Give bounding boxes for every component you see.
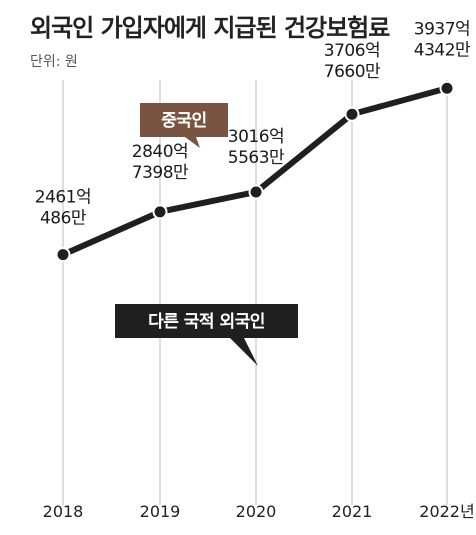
- series-tag-label: 다른 국적 외국인: [148, 312, 265, 332]
- series-tag-label: 중국인: [161, 111, 206, 131]
- data-label: 3016억: [228, 127, 284, 147]
- data-label: 2840억: [132, 142, 188, 162]
- series-tag-pointer: [230, 338, 258, 366]
- data-label: 5563만: [228, 148, 285, 168]
- data-point: [55, 247, 71, 263]
- x-tick-label: 2021: [332, 502, 373, 521]
- x-tick-label: 2020: [236, 502, 277, 521]
- series-tag: 다른 국적 외국인: [115, 304, 298, 366]
- data-label: 2461억: [35, 188, 91, 208]
- chart-title: 외국인 가입자에게 지급된 건강보험료: [30, 14, 390, 42]
- grid-lines: [62, 80, 448, 505]
- series-tag-bg: [115, 304, 298, 338]
- data-label: 3706억: [324, 41, 380, 61]
- data-point: [152, 204, 168, 220]
- data-label: 7398만: [132, 163, 189, 183]
- data-label: 3937억: [414, 19, 470, 39]
- data-label: 7660만: [324, 62, 381, 82]
- x-tick-label: 2018: [43, 502, 84, 521]
- data-label: 4342만: [414, 40, 471, 60]
- series-tag: 중국인: [140, 103, 228, 148]
- data-labels: 5118억7213만6136억463만6286억9339만7143억1234만8…: [35, 19, 472, 229]
- unit-label: 단위: 원: [30, 54, 78, 70]
- series-layer: [55, 80, 455, 263]
- x-tick-label: 2022년: [419, 502, 474, 521]
- series-tag-pointer: [185, 137, 200, 148]
- x-axis-ticks: 2018 2019 2020 2021 2022년: [43, 502, 475, 521]
- data-label: 486만: [40, 209, 87, 229]
- series-line: [60, 85, 450, 258]
- series-tag-bg: [140, 103, 228, 137]
- data-point: [439, 80, 455, 96]
- data-point: [344, 106, 360, 122]
- x-tick-label: 2019: [140, 502, 181, 521]
- data-point: [248, 184, 264, 200]
